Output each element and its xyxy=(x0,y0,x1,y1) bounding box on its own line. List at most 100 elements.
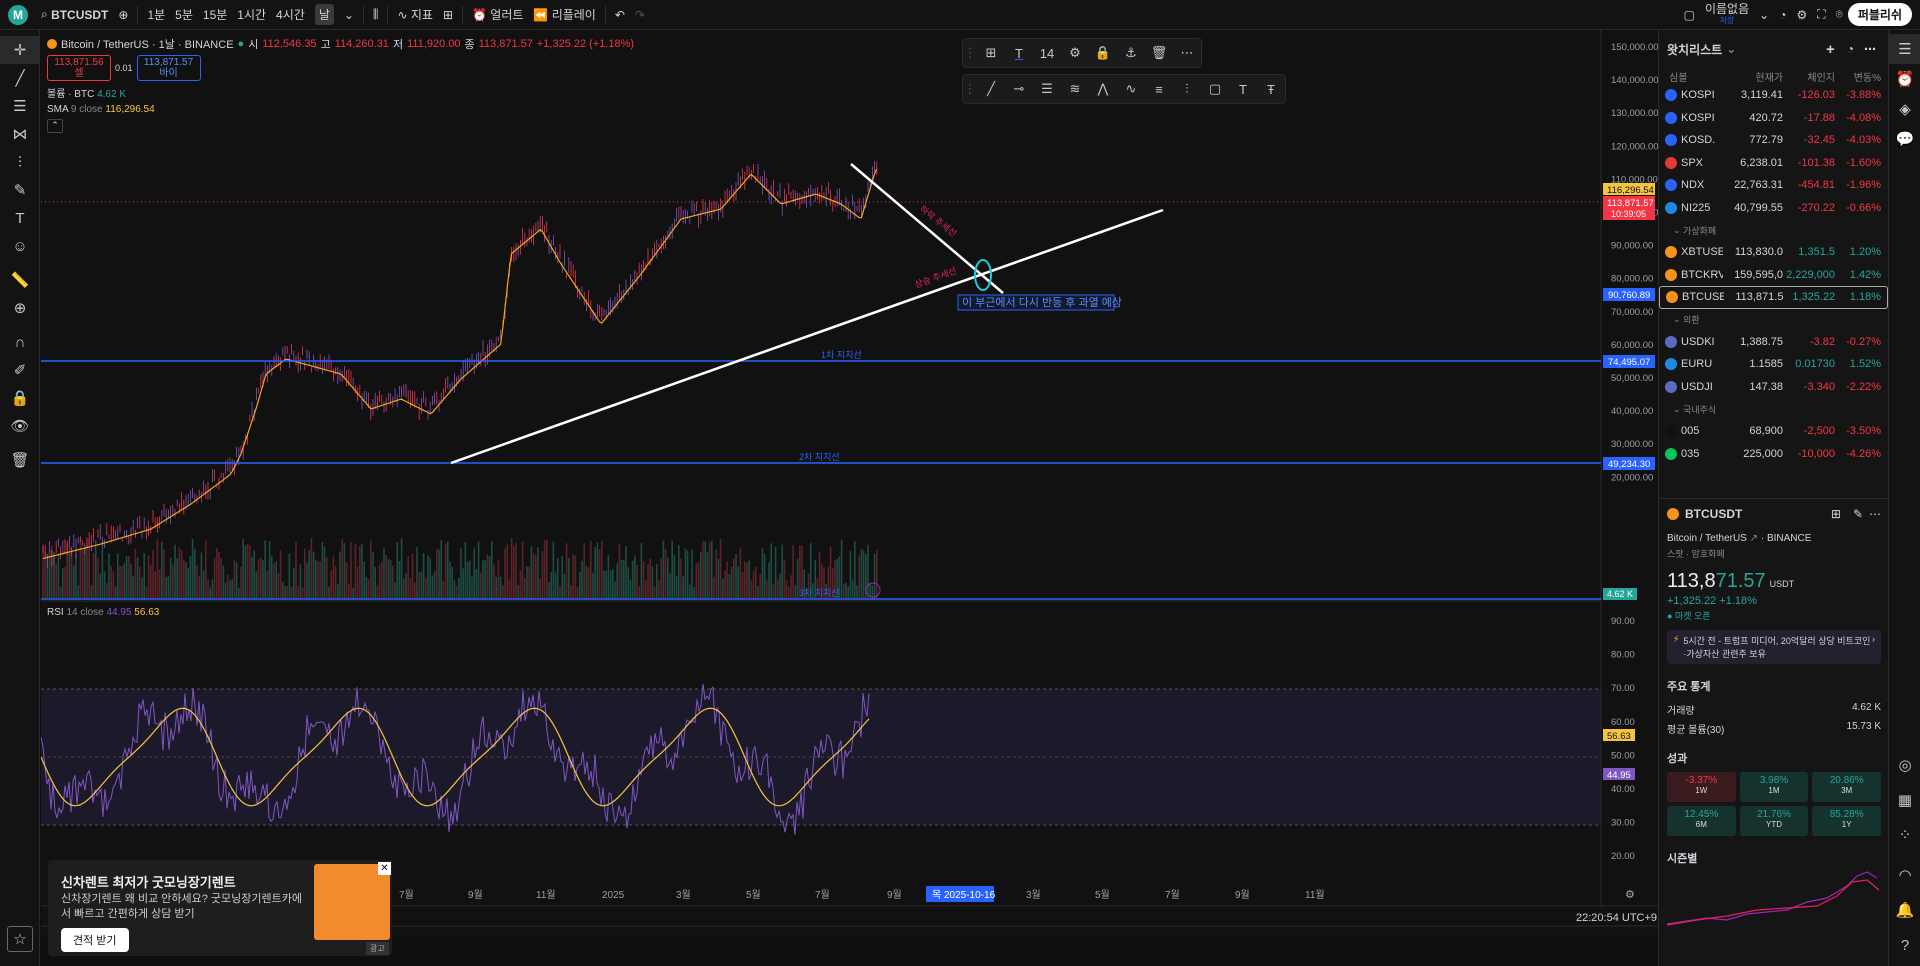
stay-drawing-icon[interactable]: ✐ xyxy=(13,362,27,379)
up-trend-line[interactable] xyxy=(450,208,1164,465)
more-icon[interactable]: ⋯ xyxy=(1864,42,1876,56)
bell-icon[interactable]: 🔔 xyxy=(1895,902,1915,919)
rss-icon[interactable]: ◠ xyxy=(1898,867,1912,884)
horizontal-lines-icon[interactable]: ☰ xyxy=(13,98,27,115)
rsi-axis[interactable]: 90.00 80.00 70.00 60.00 50.00 40.00 30.00 20.00 xyxy=(1611,616,1635,862)
parallel-channel-icon[interactable]: ☰ xyxy=(1041,81,1053,96)
layout-grid-icon[interactable]: ⊞ xyxy=(1830,507,1841,521)
interval-15m[interactable]: 15분 xyxy=(202,8,228,22)
rectangle-icon[interactable]: ▢ xyxy=(1208,81,1222,96)
volume-legend[interactable]: 볼륨 · BTC 4.62 K xyxy=(47,85,634,100)
drag-handle-icon[interactable]: ⋮ xyxy=(963,45,977,60)
star-icon[interactable]: ☆ xyxy=(7,926,33,952)
trash-icon[interactable]: 🗑 xyxy=(10,452,30,469)
add-symbol-icon[interactable]: + xyxy=(1825,40,1835,58)
target-icon[interactable]: ◎ xyxy=(1898,757,1912,774)
edit-icon[interactable]: ✎ xyxy=(1852,507,1863,521)
chart-area[interactable]: 1차 지지선 2차 지지선 3차 지지선 하락 추세선 상승 추세선 이 부근에… xyxy=(40,30,1659,961)
note-box[interactable] xyxy=(957,294,1115,311)
watchlist-row[interactable]: USDKI 1,388.75 -3.82 -0.27% xyxy=(1659,331,1888,354)
template-icon[interactable]: ⊞ xyxy=(985,45,997,60)
redo-icon[interactable]: ↷ xyxy=(634,7,645,22)
layout-name[interactable]: 이름없음 저장 xyxy=(1700,0,1754,30)
drag-handle-icon[interactable]: ⋮ xyxy=(963,81,977,96)
buy-button[interactable]: 113,871.57 바이 xyxy=(136,55,201,81)
col-change-pct[interactable]: 변동% xyxy=(1853,72,1881,84)
font-size-value[interactable]: 14 xyxy=(1039,45,1055,61)
perf-cell[interactable]: 12.45% 6M xyxy=(1667,806,1736,836)
ad-quote-button[interactable]: 견적 받기 xyxy=(61,928,129,952)
sell-button[interactable]: 113,871.56 셀 xyxy=(47,55,111,81)
watchlist-row[interactable]: 035 225,000 -10,000 -4.26% xyxy=(1659,443,1888,466)
lock-icon[interactable]: 🔒 xyxy=(10,390,30,407)
trend-line-icon[interactable]: ╱ xyxy=(987,81,995,96)
trash-icon[interactable]: 🗑 xyxy=(1150,45,1168,60)
legend-title[interactable]: Bitcoin / TetherUS · 1날 · BINANCE xyxy=(61,39,234,51)
brush-icon[interactable]: ✎ xyxy=(13,182,27,199)
watchlist-row[interactable]: BTCKRV 159,595,0 2,229,000 1.42% xyxy=(1659,264,1888,287)
alert-button[interactable]: ⏰ 얼러트 xyxy=(467,0,528,30)
events-icon[interactable] xyxy=(865,582,881,598)
sma-legend[interactable]: SMA 9 close 116,296.54 xyxy=(47,104,634,115)
anchored-text-icon[interactable]: Ŧ xyxy=(1267,81,1275,97)
group-fx-header[interactable]: ⌄ 외환 xyxy=(1659,309,1888,331)
interval-4h[interactable]: 4시간 xyxy=(276,8,305,22)
fib-icon[interactable]: ⫶ xyxy=(18,153,22,171)
col-symbol[interactable]: 심볼 xyxy=(1669,72,1688,84)
perf-cell[interactable]: 85.28% 1Y xyxy=(1812,806,1881,836)
settings-gear-icon[interactable]: ⚙ xyxy=(1069,45,1081,60)
text-color-icon[interactable]: T xyxy=(1015,45,1023,61)
xabcd-pattern-icon[interactable]: ⋀ xyxy=(1097,81,1109,96)
chart-canvas[interactable]: 1차 지지선 2차 지지선 3차 지지선 하락 추세선 상승 추세선 이 부근에… xyxy=(40,30,1659,961)
apps-grid-icon[interactable]: ⁘ xyxy=(1898,827,1912,844)
watchlist-row[interactable]: XBTUSE 113,830.0 1,351.5 1.20% xyxy=(1659,241,1888,264)
interval-1m[interactable]: 1분 xyxy=(147,8,166,22)
watchlist-row[interactable]: BTCUSE 113,871.5 1,325.22 1.18% xyxy=(1659,286,1888,309)
chevron-down-icon[interactable]: ⌄ xyxy=(343,7,354,22)
crosshair-icon[interactable]: ✛ xyxy=(0,36,40,64)
anchor-icon[interactable]: ⚓ xyxy=(1125,45,1137,60)
watchlist-row[interactable]: EURU 1.1585 0.01730 1.52% xyxy=(1659,353,1888,376)
watchlist-title[interactable]: 왓치리스트 xyxy=(1667,42,1723,57)
time-axis-settings-icon[interactable]: ⚙ xyxy=(1625,889,1635,901)
watchlist-row[interactable]: NI225 40,799.55 -270.22 -0.66% xyxy=(1659,197,1888,220)
fullscreen-toggle-icon[interactable]: ▢ xyxy=(1683,7,1695,22)
fib-retracement-icon[interactable]: ≡ xyxy=(1155,81,1163,97)
watchlist-row[interactable]: KOSPI 420.72 -17.88 -4.08% xyxy=(1659,107,1888,130)
detail-name[interactable]: Bitcoin / TetherUS xyxy=(1667,533,1747,544)
pitchfork-icon[interactable]: ⫶ xyxy=(1185,81,1189,96)
col-last[interactable]: 현재가 xyxy=(1755,72,1783,84)
ad-banner[interactable]: 신차렌트 최저가 굿모닝장기렌트 신차장기렌트 왜 비교 안하세요? 굿모닝장기… xyxy=(48,860,392,956)
text-tool-icon[interactable]: T xyxy=(15,209,25,227)
trend-line-icon[interactable]: ╱ xyxy=(15,70,25,87)
candle-type-icon[interactable]: ⫼ xyxy=(372,7,379,21)
perf-cell[interactable]: 20.86% 3M xyxy=(1812,772,1881,802)
text-tool-icon[interactable]: T xyxy=(1239,81,1247,97)
layout-grid-icon[interactable]: ⊞ xyxy=(442,7,453,22)
down-trend-line[interactable] xyxy=(850,163,1004,294)
more-icon[interactable]: ⋯ xyxy=(1180,45,1194,60)
layers-icon[interactable]: ◈ xyxy=(1899,101,1911,118)
detail-symbol[interactable]: BTCUSDT xyxy=(1685,507,1743,521)
alarm-clock-icon[interactable]: ⏰ xyxy=(1895,71,1915,88)
col-change[interactable]: 체인지 xyxy=(1807,72,1835,84)
perf-cell[interactable]: 3.98% 1M xyxy=(1739,772,1809,802)
external-link-icon[interactable]: ↗ xyxy=(1749,533,1759,544)
chevron-down-icon[interactable]: ⌄ xyxy=(1726,42,1737,56)
perf-cell[interactable]: -3.37% 1W xyxy=(1667,772,1736,802)
compare-add-icon[interactable]: ⊕ xyxy=(118,7,129,22)
emoji-icon[interactable]: ☺ xyxy=(12,237,28,255)
group-crypto-header[interactable]: ⌄ 가상화폐 xyxy=(1659,219,1888,241)
magnet-icon[interactable]: ∩ xyxy=(14,333,26,351)
camera-icon[interactable]: ⌾ xyxy=(1835,7,1843,21)
more-icon[interactable]: ⋯ xyxy=(1869,507,1881,521)
horizontal-ray-icon[interactable]: ⊸ xyxy=(1013,81,1025,96)
group-kr-header[interactable]: ⌄ 국내주식 xyxy=(1659,398,1888,420)
interval-5m[interactable]: 5분 xyxy=(175,8,193,22)
fullscreen-icon[interactable]: ⛶ xyxy=(1817,7,1826,21)
indicators-button[interactable]: ∿ 지표 xyxy=(392,0,437,30)
rsi-legend[interactable]: RSI 14 close 44.95 56.63 xyxy=(47,607,159,618)
symbol-search[interactable]: ⌕ BTCUSDT xyxy=(36,0,113,30)
watchlist-row[interactable]: KOSPI 3,119.41 -126.03 -3.88% xyxy=(1659,84,1888,107)
news-card[interactable]: ⚡ 5시간 전 - 트럼프 미디어, 20억달러 상당 비트코인·가상자산 관련… xyxy=(1667,630,1881,664)
